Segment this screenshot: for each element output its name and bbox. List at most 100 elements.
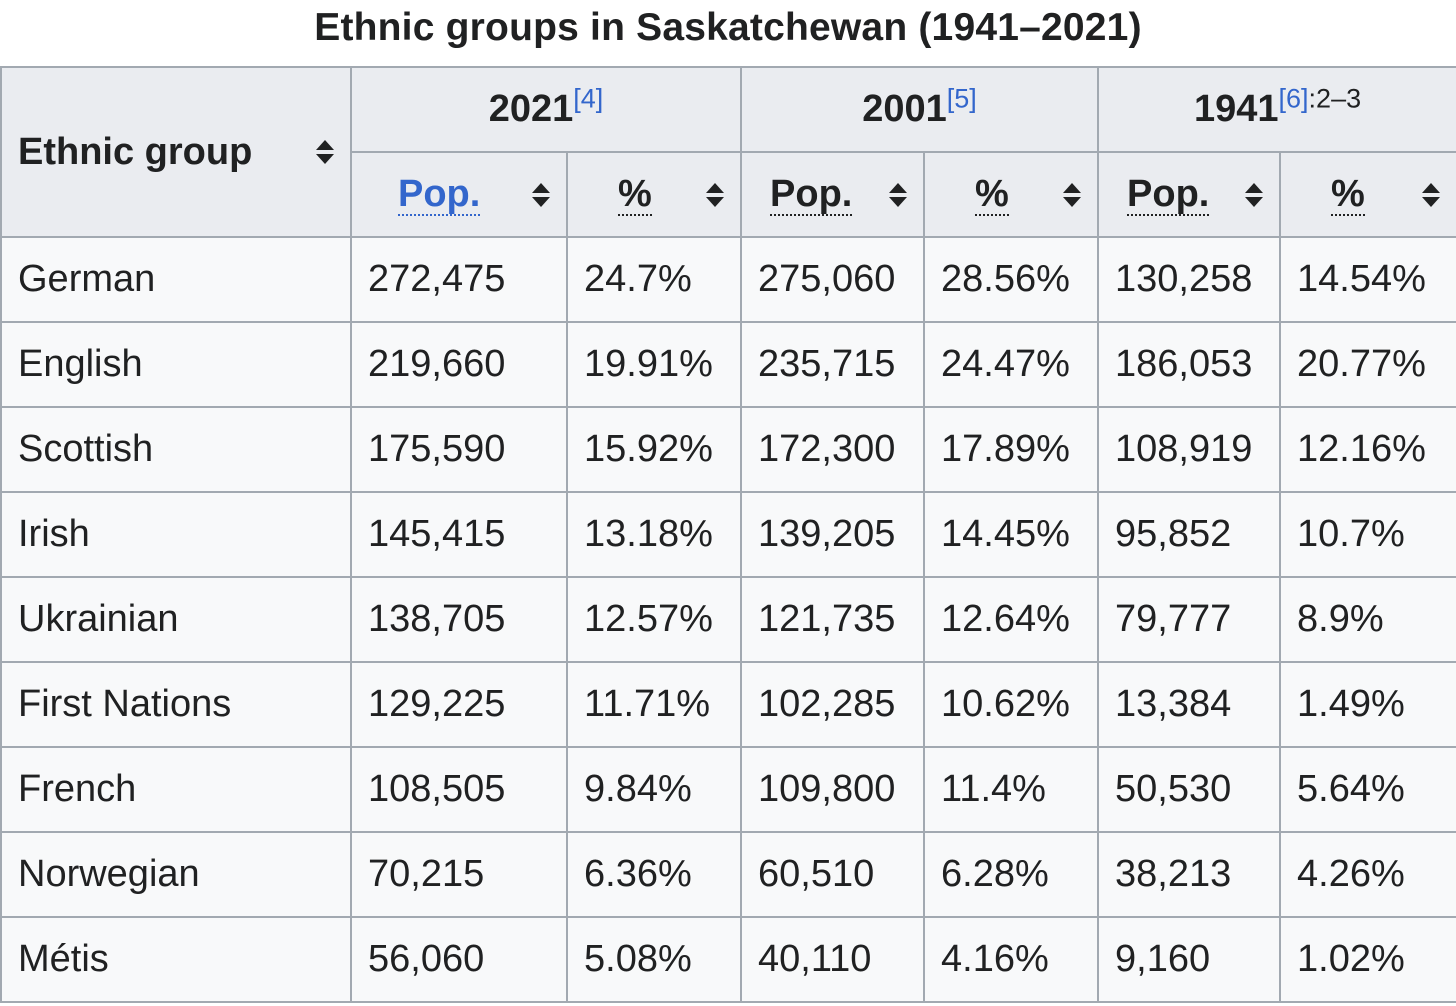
pop-header-2001[interactable]: Pop. [740, 151, 926, 238]
year-header-2021: 2021[4] [349, 66, 743, 153]
table-body: German 272,475 24.7% 275,060 28.56% 130,258 14… [0, 236, 1456, 1003]
pop-2021-cell: 219,660 [350, 321, 568, 408]
pop-2021-cell: 129,225 [350, 661, 568, 748]
table-row: English 219,660 19.91% 235,715 24.47% 186,053… [0, 321, 1456, 408]
pop-2001-cell: 139,205 [740, 491, 926, 578]
pop-2001-cell: 121,735 [740, 576, 926, 663]
pct-2021-cell: 15.92% [565, 406, 743, 493]
pct-header-1941[interactable]: % [1279, 151, 1456, 238]
pct-1941-cell: 1.02% [1279, 916, 1456, 1003]
sort-icon[interactable] [706, 181, 725, 209]
group-cell: First Nations [0, 661, 352, 748]
pop-header-2021[interactable]: Pop. [350, 151, 568, 238]
pct-2001-cell: 4.16% [923, 916, 1100, 1003]
pop-header-label: Pop. [1127, 172, 1210, 217]
pop-2001-cell: 275,060 [740, 236, 926, 323]
pop-2021-cell: 70,215 [350, 831, 568, 918]
pct-2021-cell: 24.7% [565, 236, 743, 323]
ethnic-groups-table: Ethnic group 2021[4] 2001[5] 1941[6]:2–3… [0, 66, 1456, 1003]
pct-2001-cell: 24.47% [923, 321, 1100, 408]
pop-1941-cell: 13,384 [1097, 661, 1282, 748]
group-cell: Irish [0, 491, 352, 578]
pct-1941-cell: 1.49% [1279, 661, 1456, 748]
group-cell: Ukrainian [0, 576, 352, 663]
pct-2021-cell: 19.91% [565, 321, 743, 408]
pct-2001-cell: 14.45% [923, 491, 1100, 578]
pop-1941-cell: 108,919 [1097, 406, 1282, 493]
pct-2001-cell: 28.56% [923, 236, 1100, 323]
year-header-2001: 2001[5] [740, 66, 1100, 153]
group-cell: Scottish [0, 406, 352, 493]
pct-2001-cell: 10.62% [923, 661, 1100, 748]
pct-1941-cell: 8.9% [1279, 576, 1456, 663]
group-cell: Norwegian [0, 831, 352, 918]
pct-header-2021[interactable]: % [565, 151, 743, 238]
pct-2001-cell: 17.89% [923, 406, 1100, 493]
citation-page: :2–3 [1308, 83, 1362, 114]
pop-1941-cell: 50,530 [1097, 746, 1282, 833]
table-row: Norwegian 70,215 6.36% 60,510 6.28% 38,213 4.2… [0, 831, 1456, 918]
pop-1941-cell: 9,160 [1097, 916, 1282, 1003]
pop-1941-cell: 79,777 [1097, 576, 1282, 663]
year-label: 1941 [1193, 88, 1279, 130]
table-row: Ukrainian 138,705 12.57% 121,735 12.64% 79,77… [0, 576, 1456, 663]
table-row: Scottish 175,590 15.92% 172,300 17.89% 108,91… [0, 406, 1456, 493]
sort-icon[interactable] [1245, 181, 1264, 209]
table-row: First Nations 129,225 11.71% 102,285 10.62% 1… [0, 661, 1456, 748]
year-header-1941: 1941[6]:2–3 [1097, 66, 1456, 153]
citation-link[interactable]: [6] [1278, 83, 1309, 114]
pop-header-label: Pop. [770, 172, 853, 217]
table-row: Irish 145,415 13.18% 139,205 14.45% 95,852 10.… [0, 491, 1456, 578]
pop-2021-cell: 138,705 [350, 576, 568, 663]
sort-icon[interactable] [1422, 181, 1441, 209]
pct-2021-cell: 13.18% [565, 491, 743, 578]
pct-2021-cell: 5.08% [565, 916, 743, 1003]
pop-1941-cell: 130,258 [1097, 236, 1282, 323]
pct-header-label: % [1331, 172, 1365, 217]
pct-1941-cell: 20.77% [1279, 321, 1456, 408]
table-row: French 108,505 9.84% 109,800 11.4% 50,530 5.64… [0, 746, 1456, 833]
pct-1941-cell: 12.16% [1279, 406, 1456, 493]
pct-2001-cell: 11.4% [923, 746, 1100, 833]
pop-2021-cell: 108,505 [350, 746, 568, 833]
header-row-years: Ethnic group 2021[4] 2001[5] 1941[6]:2–3 [0, 66, 1456, 238]
citation-link[interactable]: [4] [573, 83, 604, 114]
sort-icon[interactable] [889, 181, 908, 209]
pop-2001-cell: 102,285 [740, 661, 926, 748]
sort-icon[interactable] [1063, 181, 1082, 209]
pct-2021-cell: 6.36% [565, 831, 743, 918]
pop-header-1941[interactable]: Pop. [1097, 151, 1282, 238]
pop-1941-cell: 95,852 [1097, 491, 1282, 578]
year-label: 2001 [862, 88, 947, 130]
pop-2021-cell: 175,590 [350, 406, 568, 493]
table-row: German 272,475 24.7% 275,060 28.56% 130,258 14… [0, 236, 1456, 323]
pct-header-label: % [618, 172, 652, 217]
pop-header-link[interactable]: Pop. [398, 172, 481, 217]
sort-icon[interactable] [316, 138, 334, 166]
pop-2021-cell: 272,475 [350, 236, 568, 323]
group-cell: Métis [0, 916, 352, 1003]
pop-1941-cell: 186,053 [1097, 321, 1282, 408]
pop-2001-cell: 109,800 [740, 746, 926, 833]
table-caption: Ethnic groups in Saskatchewan (1941–2021… [314, 6, 1142, 49]
pct-header-2001[interactable]: % [923, 151, 1100, 238]
pct-2021-cell: 12.57% [565, 576, 743, 663]
pop-2001-cell: 40,110 [740, 916, 926, 1003]
pop-2021-cell: 145,415 [350, 491, 568, 578]
ethnic-group-header[interactable]: Ethnic group [0, 66, 352, 238]
sort-icon[interactable] [532, 181, 550, 209]
table-row: Métis 56,060 5.08% 40,110 4.16% 9,160 1.02% [0, 916, 1456, 1003]
pct-1941-cell: 4.26% [1279, 831, 1456, 918]
pct-2001-cell: 12.64% [923, 576, 1100, 663]
ethnic-group-header-label: Ethnic group [18, 130, 253, 173]
pct-2021-cell: 9.84% [565, 746, 743, 833]
pop-2021-cell: 56,060 [350, 916, 568, 1003]
pct-2021-cell: 11.71% [565, 661, 743, 748]
pop-2001-cell: 235,715 [740, 321, 926, 408]
citation-link[interactable]: [5] [946, 83, 977, 114]
group-cell: French [0, 746, 352, 833]
pct-1941-cell: 10.7% [1279, 491, 1456, 578]
pop-2001-cell: 60,510 [740, 831, 926, 918]
pct-1941-cell: 5.64% [1279, 746, 1456, 833]
pct-1941-cell: 14.54% [1279, 236, 1456, 323]
